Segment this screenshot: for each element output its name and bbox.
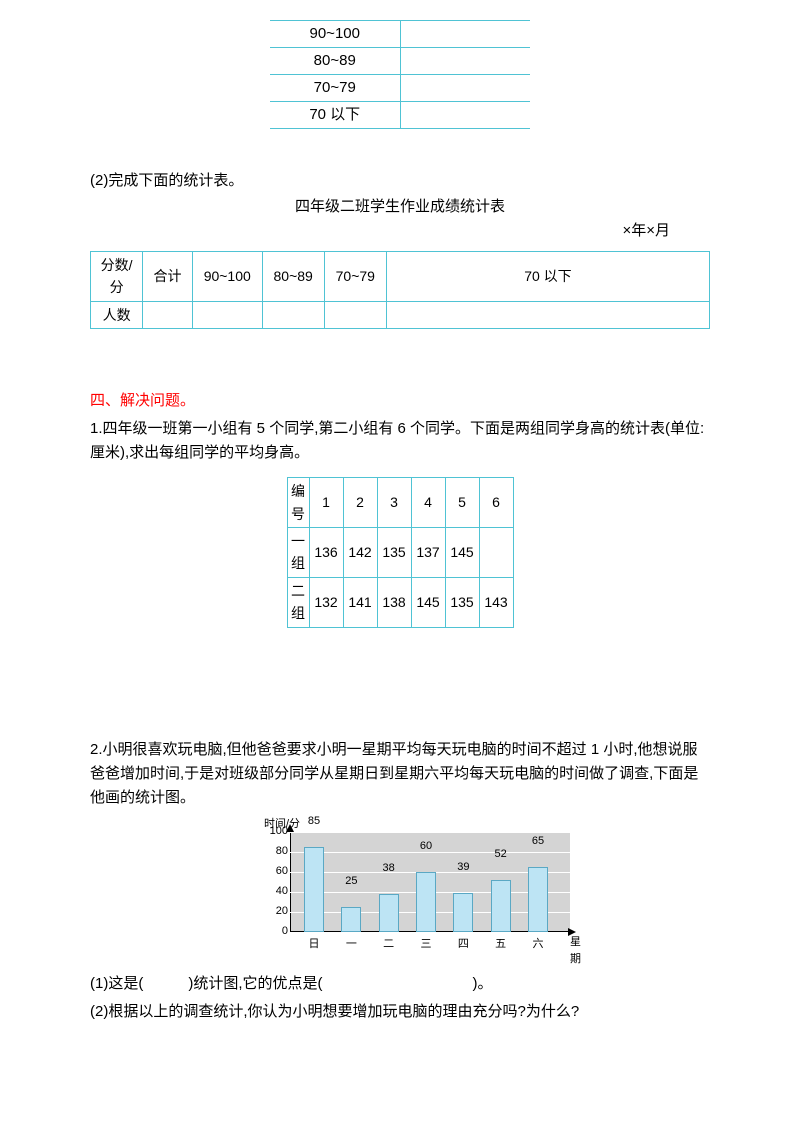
col-header: 分数/分 xyxy=(91,252,143,302)
col-header: 1 xyxy=(309,478,343,528)
bar xyxy=(341,907,361,932)
bar xyxy=(379,894,399,932)
col-header: 4 xyxy=(411,478,445,528)
x-axis-label: 星期 xyxy=(570,934,581,969)
empty-cell xyxy=(324,301,386,328)
data-cell: 138 xyxy=(377,577,411,627)
section-4-title: 四、解决问题。 xyxy=(90,389,710,413)
data-cell: 132 xyxy=(309,577,343,627)
x-tick-label: 二 xyxy=(379,936,399,954)
range-cell: 90~100 xyxy=(270,21,400,48)
data-cell: 141 xyxy=(343,577,377,627)
x-tick-label: 六 xyxy=(528,936,548,954)
range-cell: 80~89 xyxy=(270,48,400,75)
bar xyxy=(416,872,436,932)
x-tick-label: 一 xyxy=(341,936,361,954)
y-tick-label: 80 xyxy=(264,843,288,861)
bar-value-label: 52 xyxy=(489,846,513,864)
bar xyxy=(528,867,548,932)
empty-cell xyxy=(400,75,530,102)
col-header: 80~89 xyxy=(262,252,324,302)
table2-date: ×年×月 xyxy=(90,219,710,243)
col-header: 2 xyxy=(343,478,377,528)
x-tick-label: 三 xyxy=(416,936,436,954)
empty-cell xyxy=(192,301,262,328)
data-cell: 137 xyxy=(411,527,445,577)
col-header: 70 以下 xyxy=(386,252,709,302)
bar-chart: 时间/分 85253860395265 星期 020406080100日一二三四… xyxy=(220,818,580,968)
x-tick-label: 日 xyxy=(304,936,324,954)
empty-cell xyxy=(262,301,324,328)
col-header: 5 xyxy=(445,478,479,528)
question-2-intro: (2)完成下面的统计表。 xyxy=(90,169,710,193)
data-cell: 145 xyxy=(411,577,445,627)
bar xyxy=(304,847,324,932)
data-cell: 143 xyxy=(479,577,513,627)
sub-question-2: (2)根据以上的调查统计,你认为小明想要增加玩电脑的理由充分吗?为什么? xyxy=(90,1000,710,1024)
data-cell xyxy=(479,527,513,577)
row-header: 二组 xyxy=(287,577,309,627)
bar-value-label: 38 xyxy=(377,860,401,878)
col-header: 合计 xyxy=(143,252,193,302)
empty-cell xyxy=(143,301,193,328)
col-header: 编号 xyxy=(287,478,309,528)
y-tick-label: 0 xyxy=(264,923,288,941)
height-table: 编号 1 2 3 4 5 6 一组 136 142 135 137 145 二组… xyxy=(287,477,514,627)
problem-2-text: 2.小明很喜欢玩电脑,但他爸爸要求小明一星期平均每天玩电脑的时间不超过 1 小时… xyxy=(90,738,710,810)
empty-cell xyxy=(400,102,530,129)
range-cell: 70~79 xyxy=(270,75,400,102)
col-header: 6 xyxy=(479,478,513,528)
table2-title: 四年级二班学生作业成绩统计表 xyxy=(90,195,710,219)
col-header: 90~100 xyxy=(192,252,262,302)
chart-plot-area: 85253860395265 xyxy=(290,832,570,932)
empty-cell xyxy=(400,21,530,48)
data-cell: 145 xyxy=(445,527,479,577)
bar-value-label: 65 xyxy=(526,833,550,851)
y-tick-label: 60 xyxy=(264,863,288,881)
data-cell: 136 xyxy=(309,527,343,577)
empty-cell xyxy=(400,48,530,75)
x-tick-label: 四 xyxy=(453,936,473,954)
bar-value-label: 39 xyxy=(451,859,475,877)
x-tick-label: 五 xyxy=(491,936,511,954)
col-header: 3 xyxy=(377,478,411,528)
y-tick-label: 40 xyxy=(264,883,288,901)
y-tick-label: 100 xyxy=(264,823,288,841)
bar-value-label: 25 xyxy=(339,873,363,891)
row-header: 人数 xyxy=(91,301,143,328)
data-cell: 135 xyxy=(377,527,411,577)
bar-value-label: 60 xyxy=(414,838,438,856)
y-tick-label: 20 xyxy=(264,903,288,921)
col-header: 70~79 xyxy=(324,252,386,302)
range-cell: 70 以下 xyxy=(270,102,400,129)
y-axis xyxy=(290,832,291,932)
problem-1-text: 1.四年级一班第一小组有 5 个同学,第二小组有 6 个同学。下面是两组同学身高… xyxy=(90,417,710,465)
empty-cell xyxy=(386,301,709,328)
bar-value-label: 85 xyxy=(302,813,326,831)
score-range-table: 90~100 80~89 70~79 70 以下 xyxy=(270,20,530,129)
data-cell: 142 xyxy=(343,527,377,577)
bar xyxy=(453,893,473,932)
row-header: 一组 xyxy=(287,527,309,577)
score-stats-table: 分数/分 合计 90~100 80~89 70~79 70 以下 人数 xyxy=(90,251,710,329)
sub-question-1: (1)这是( )统计图,它的优点是( )。 xyxy=(90,972,710,996)
bar xyxy=(491,880,511,932)
data-cell: 135 xyxy=(445,577,479,627)
